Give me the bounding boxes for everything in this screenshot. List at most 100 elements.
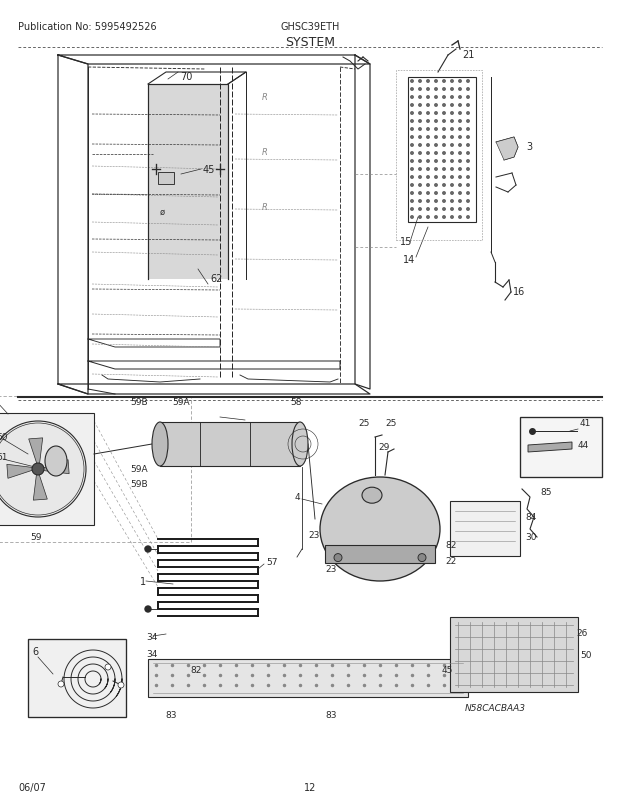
Text: 3: 3: [526, 142, 532, 152]
Circle shape: [459, 176, 461, 179]
Circle shape: [418, 554, 426, 562]
Text: 22: 22: [445, 557, 456, 565]
Circle shape: [467, 176, 469, 179]
Text: 45: 45: [203, 164, 215, 175]
Circle shape: [451, 120, 453, 123]
Circle shape: [418, 136, 421, 139]
Circle shape: [418, 209, 421, 211]
Circle shape: [451, 192, 453, 195]
Circle shape: [418, 200, 421, 203]
Circle shape: [435, 120, 437, 123]
Circle shape: [435, 168, 437, 171]
Text: 44: 44: [578, 440, 589, 449]
Circle shape: [418, 192, 421, 195]
Circle shape: [418, 217, 421, 219]
Circle shape: [459, 200, 461, 203]
Circle shape: [435, 217, 437, 219]
Text: 70: 70: [180, 72, 192, 82]
Circle shape: [435, 144, 437, 147]
Ellipse shape: [152, 423, 168, 467]
Circle shape: [459, 104, 461, 107]
Circle shape: [467, 200, 469, 203]
Text: 45: 45: [442, 665, 453, 674]
Circle shape: [118, 683, 124, 688]
Circle shape: [443, 96, 445, 99]
Circle shape: [443, 209, 445, 211]
Text: 50: 50: [580, 650, 591, 659]
Bar: [160, 423, 300, 467]
Bar: [396, 71, 482, 241]
Circle shape: [105, 664, 111, 670]
Text: ø: ø: [160, 208, 165, 217]
Circle shape: [443, 217, 445, 219]
Circle shape: [443, 176, 445, 179]
Circle shape: [418, 144, 421, 147]
Polygon shape: [450, 618, 578, 692]
Circle shape: [410, 176, 414, 179]
Circle shape: [418, 128, 421, 131]
Circle shape: [451, 152, 453, 155]
Circle shape: [451, 128, 453, 131]
Circle shape: [467, 104, 469, 107]
Circle shape: [418, 120, 421, 123]
Circle shape: [427, 104, 429, 107]
Circle shape: [467, 128, 469, 131]
Circle shape: [410, 89, 414, 91]
Circle shape: [427, 217, 429, 219]
Circle shape: [427, 209, 429, 211]
Circle shape: [32, 464, 44, 476]
Text: 25: 25: [358, 419, 370, 427]
Text: 34: 34: [146, 649, 157, 658]
Circle shape: [410, 136, 414, 139]
Text: 83: 83: [325, 710, 337, 719]
Circle shape: [435, 160, 437, 163]
Circle shape: [467, 112, 469, 115]
Circle shape: [467, 217, 469, 219]
Bar: [148, 659, 468, 697]
Circle shape: [459, 184, 461, 187]
Circle shape: [410, 128, 414, 131]
Circle shape: [443, 89, 445, 91]
Text: 23: 23: [308, 530, 319, 539]
Circle shape: [410, 160, 414, 163]
Ellipse shape: [292, 423, 308, 467]
Text: 58: 58: [290, 398, 301, 407]
Circle shape: [451, 89, 453, 91]
Circle shape: [435, 96, 437, 99]
Text: N58CACBAA3: N58CACBAA3: [465, 703, 526, 712]
Circle shape: [427, 192, 429, 195]
Circle shape: [427, 89, 429, 91]
Circle shape: [467, 136, 469, 139]
Circle shape: [410, 152, 414, 155]
Ellipse shape: [362, 488, 382, 504]
Circle shape: [435, 89, 437, 91]
Circle shape: [410, 81, 414, 83]
Circle shape: [459, 168, 461, 171]
Circle shape: [443, 120, 445, 123]
Text: 84: 84: [525, 512, 536, 521]
Circle shape: [435, 81, 437, 83]
Text: 34: 34: [146, 632, 157, 642]
Circle shape: [410, 200, 414, 203]
Circle shape: [443, 144, 445, 147]
Text: 61: 61: [0, 452, 7, 461]
Circle shape: [427, 200, 429, 203]
Text: 59B: 59B: [130, 480, 148, 488]
Circle shape: [459, 128, 461, 131]
Text: 41: 41: [580, 419, 591, 427]
Circle shape: [451, 160, 453, 163]
Polygon shape: [496, 138, 518, 160]
Circle shape: [459, 160, 461, 163]
Bar: [450, 501, 520, 557]
Text: 16: 16: [513, 286, 525, 297]
Text: 83: 83: [165, 710, 177, 719]
Circle shape: [418, 152, 421, 155]
Bar: [0, 414, 94, 525]
Circle shape: [459, 81, 461, 83]
Circle shape: [443, 104, 445, 107]
Circle shape: [410, 192, 414, 195]
Circle shape: [435, 192, 437, 195]
Circle shape: [427, 176, 429, 179]
Circle shape: [459, 192, 461, 195]
Bar: [520, 418, 602, 477]
